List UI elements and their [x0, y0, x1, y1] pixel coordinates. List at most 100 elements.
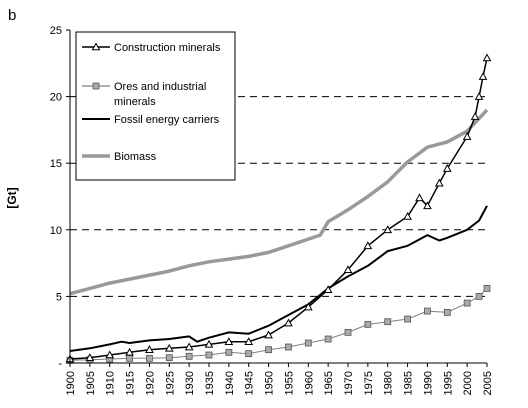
legend-label-line: minerals [114, 96, 156, 108]
data-point [434, 178, 444, 187]
data-point [165, 354, 173, 362]
y-tick-label: 20 [50, 92, 62, 104]
x-tick-label: 2000 [462, 371, 474, 395]
x-tick-label: 1905 [85, 371, 97, 395]
data-point [384, 318, 392, 326]
legend-marker [91, 42, 101, 51]
x-tick-label: 1935 [204, 371, 216, 395]
y-tick-label: 10 [50, 225, 62, 237]
legend-item-biomass: Biomass [82, 151, 157, 163]
x-tick-label: 1985 [403, 371, 415, 395]
x-tick-labels: 1900 1905 1910 1915 1920 1925 1930 1935 1940 1945… [65, 371, 494, 395]
legend-label: Biomass [114, 151, 157, 163]
legend-label: Construction minerals [114, 42, 221, 54]
legend-item-ores-and-industrial-minerals: Ores and industrial minerals [82, 81, 206, 108]
data-point [285, 343, 292, 351]
data-point [185, 352, 193, 360]
data-point [126, 354, 133, 362]
data-point [204, 339, 214, 348]
data-point [364, 320, 372, 328]
grid-lines [70, 96, 487, 297]
data-point [478, 72, 488, 80]
legend-item-construction-minerals: Construction minerals [82, 42, 221, 54]
x-tick-label: 1900 [65, 371, 77, 395]
legend-item-fossil-energy-carriers: Fossil energy carriers [82, 114, 220, 126]
data-point [482, 53, 492, 62]
x-tick-label: 1965 [323, 371, 335, 395]
data-point [303, 302, 313, 311]
data-point [225, 348, 233, 356]
legend-label-line: Ores and industrial [114, 81, 206, 93]
x-tick-label: 1980 [383, 371, 395, 395]
legend-marker [92, 82, 100, 90]
data-point [404, 315, 411, 323]
data-point [85, 353, 95, 361]
data-point [146, 354, 153, 362]
data-point [265, 346, 272, 354]
data-point [343, 265, 353, 274]
data-point [344, 328, 352, 336]
data-point [205, 351, 213, 359]
series-ores-and-industrial-minerals [66, 285, 491, 364]
data-point [184, 342, 194, 351]
y-axis-label: [Gt] [5, 187, 19, 208]
data-point [284, 318, 293, 327]
data-point [164, 343, 174, 352]
data-point [475, 292, 483, 300]
series-biomass [69, 108, 489, 296]
x-tick-label: 1990 [422, 371, 434, 395]
data-point [474, 92, 484, 100]
x-tick-label: 1975 [363, 371, 375, 395]
x-tick-label: 1960 [303, 371, 315, 395]
x-tick-label: 2005 [482, 371, 494, 395]
x-tick-label: 1930 [184, 371, 196, 395]
data-point [125, 347, 134, 356]
legend: Construction minerals Ores and industrial… [75, 31, 236, 181]
data-point [483, 285, 491, 292]
data-point [463, 299, 471, 307]
data-point [224, 337, 234, 345]
legend-label: Fossil energy carriers [114, 114, 220, 126]
x-tick-label: 1915 [125, 371, 137, 395]
data-point [304, 339, 312, 347]
x-tick-label: 1950 [264, 371, 276, 395]
series-fossil-energy-carriers [69, 205, 488, 352]
series-line [69, 108, 489, 296]
data-point [443, 308, 451, 316]
panel-label: b [8, 7, 16, 24]
axes [66, 29, 488, 367]
y-tick-label: 5 [56, 291, 62, 303]
data-point [415, 193, 424, 202]
data-point [424, 307, 431, 315]
data-point [264, 330, 273, 339]
data-point [323, 285, 333, 294]
x-tick-label: 1945 [244, 371, 256, 395]
data-point [244, 337, 254, 345]
x-tick-label: 1910 [105, 371, 117, 395]
data-point [383, 225, 393, 234]
legend-label: Ores and industrial minerals [114, 81, 206, 108]
series-construction-minerals [65, 53, 492, 363]
series-line [69, 205, 488, 352]
data-point [324, 335, 332, 343]
data-point [462, 132, 472, 140]
x-tick-label: 1925 [164, 371, 176, 395]
data-point [403, 211, 412, 220]
data-point [105, 350, 115, 359]
y-tick-label: - [58, 358, 62, 370]
data-point [442, 163, 452, 172]
x-tick-label: 1995 [442, 371, 454, 395]
x-tick-label: 1940 [224, 371, 236, 395]
series-layer [65, 53, 492, 364]
x-tick-label: 1970 [343, 371, 355, 395]
x-tick-label: 1920 [144, 371, 156, 395]
data-point [423, 201, 432, 210]
data-point [145, 345, 154, 353]
data-point [245, 350, 253, 358]
series-line [69, 288, 488, 361]
data-point [470, 112, 480, 120]
y-tick-label: 25 [50, 25, 62, 37]
x-tick-label: 1955 [283, 371, 295, 395]
data-point [363, 241, 373, 250]
